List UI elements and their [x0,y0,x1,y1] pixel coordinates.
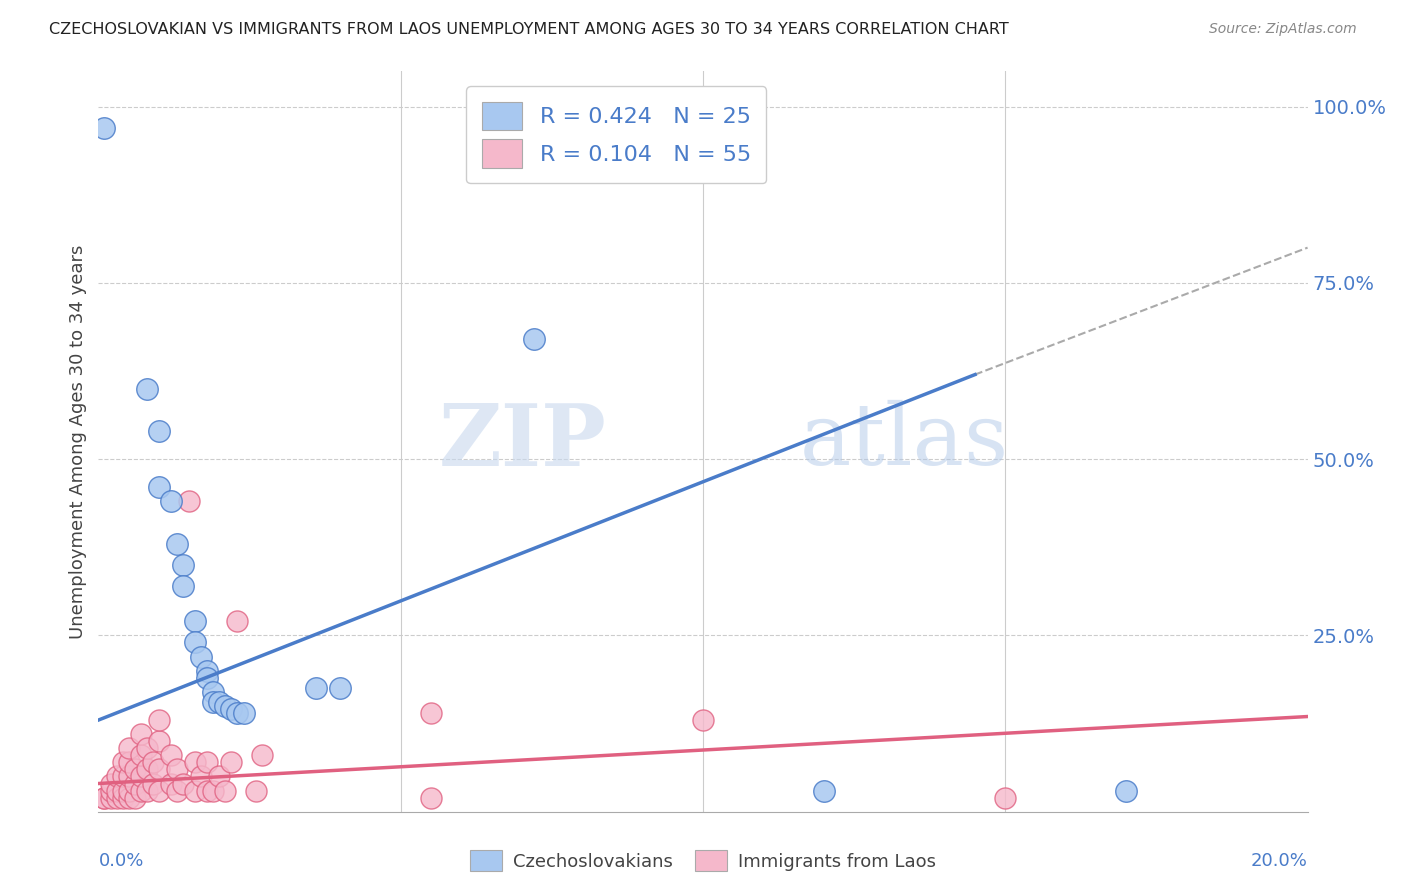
Text: atlas: atlas [800,400,1010,483]
Point [160,776,183,790]
Point [105,769,128,783]
Point [184,615,207,629]
Point [202,783,225,797]
Point [100,783,122,797]
Point [166,763,188,777]
Point [160,748,183,763]
Point [420,706,443,720]
Point [105,783,128,797]
Point [184,756,207,770]
Point [135,763,157,777]
Point [179,494,201,508]
Point [184,635,207,649]
Point [142,776,165,790]
Point [129,769,152,783]
Point [172,558,194,572]
Point [195,783,218,797]
Point [135,741,157,756]
Point [93,790,115,805]
Point [100,790,122,805]
Text: 20.0%: 20.0% [1251,853,1308,871]
Point [226,706,249,720]
Text: CZECHOSLOVAKIAN VS IMMIGRANTS FROM LAOS UNEMPLOYMENT AMONG AGES 30 TO 34 YEARS C: CZECHOSLOVAKIAN VS IMMIGRANTS FROM LAOS … [49,22,1010,37]
Point [118,783,141,797]
Point [166,537,188,551]
Point [208,769,231,783]
Point [142,756,165,770]
Point [195,756,218,770]
Point [226,615,249,629]
Point [124,776,146,790]
Text: Source: ZipAtlas.com: Source: ZipAtlas.com [1209,22,1357,37]
Point [813,783,835,797]
Point [190,649,212,664]
Point [148,480,170,494]
Point [221,702,243,716]
Point [148,783,170,797]
Point [111,783,134,797]
Point [148,713,170,727]
Point [111,790,134,805]
Point [195,671,218,685]
Legend: Czechoslovakians, Immigrants from Laos: Czechoslovakians, Immigrants from Laos [463,843,943,879]
Point [135,783,157,797]
Legend: R = 0.424   N = 25, R = 0.104   N = 55: R = 0.424 N = 25, R = 0.104 N = 55 [467,87,766,183]
Point [129,748,152,763]
Point [202,695,225,709]
Point [105,790,128,805]
Point [994,790,1017,805]
Point [118,741,141,756]
Point [166,783,188,797]
Y-axis label: Unemployment Among Ages 30 to 34 years: Unemployment Among Ages 30 to 34 years [69,244,87,639]
Point [221,756,243,770]
Point [1115,783,1137,797]
Point [100,776,122,790]
Point [118,769,141,783]
Text: 0.0%: 0.0% [98,853,143,871]
Text: ZIP: ZIP [439,400,606,483]
Point [148,734,170,748]
Point [160,494,183,508]
Point [118,790,141,805]
Point [93,790,115,805]
Point [111,756,134,770]
Point [129,727,152,741]
Point [214,783,236,797]
Point [172,776,194,790]
Point [195,664,218,678]
Point [172,579,194,593]
Point [202,685,225,699]
Point [208,695,231,709]
Point [245,783,267,797]
Point [420,790,443,805]
Point [190,769,212,783]
Point [692,713,714,727]
Point [124,763,146,777]
Point [93,120,115,135]
Point [135,382,157,396]
Point [523,332,546,346]
Point [305,681,328,696]
Point [129,783,152,797]
Point [118,756,141,770]
Point [214,698,236,713]
Point [124,790,146,805]
Point [148,424,170,438]
Point [184,783,207,797]
Point [232,706,254,720]
Point [250,748,273,763]
Point [329,681,352,696]
Point [148,763,170,777]
Point [111,769,134,783]
